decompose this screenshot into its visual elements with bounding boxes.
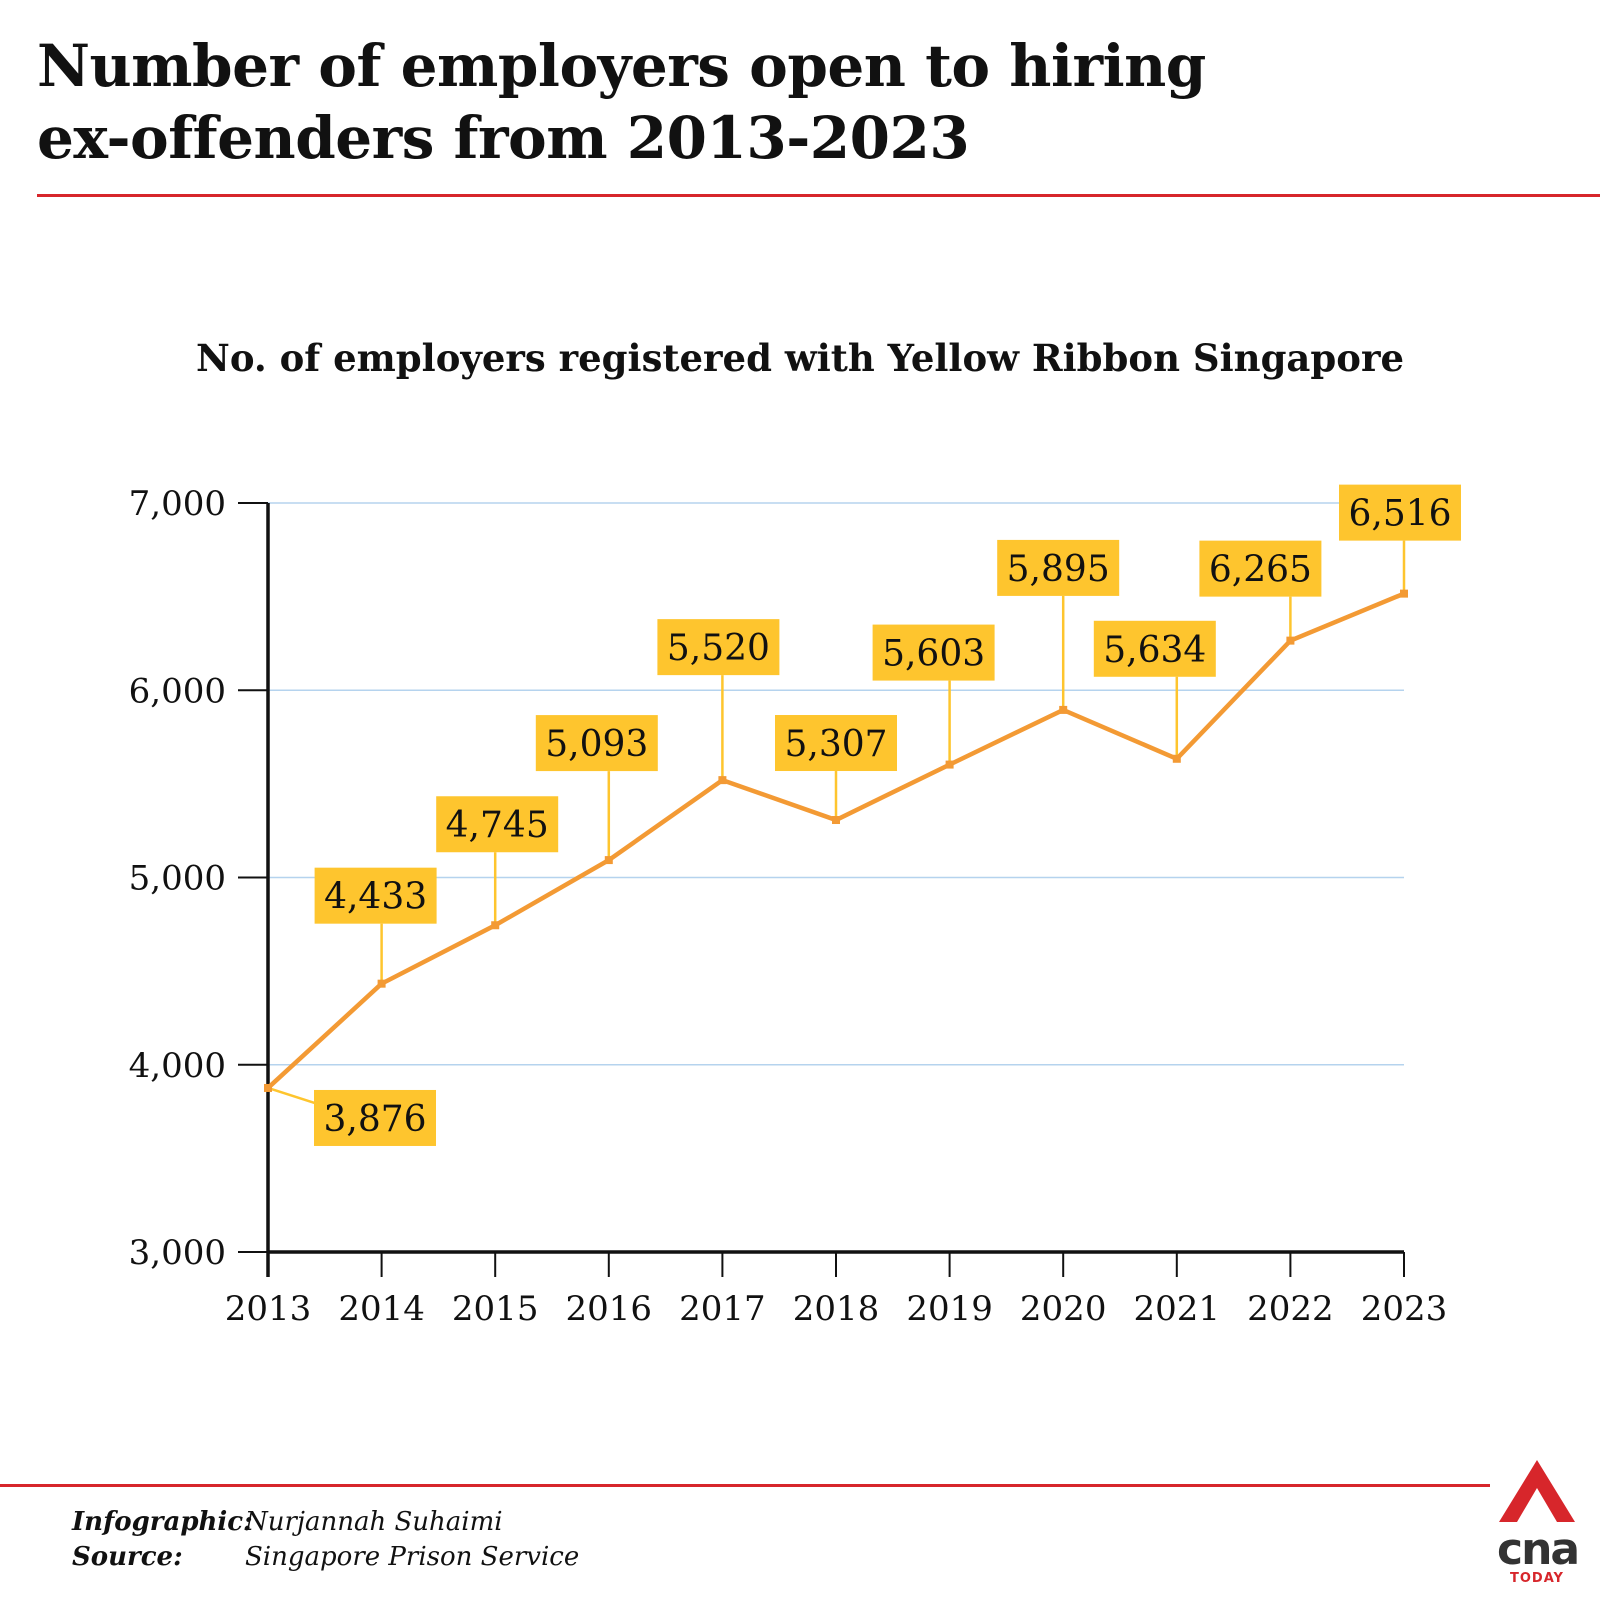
data-point <box>1286 636 1295 645</box>
data-label: 6,516 <box>1348 494 1451 535</box>
data-label: 6,265 <box>1209 550 1312 591</box>
infographic-credit: Infographic: Nurjannah Suhaimi <box>72 1505 579 1540</box>
page-title: Number of employers open to hiring ex-of… <box>37 30 1537 174</box>
y-tick-label: 6,000 <box>129 671 226 711</box>
cna-a-logo-icon <box>1499 1460 1575 1522</box>
y-tick-label: 5,000 <box>129 859 226 899</box>
data-point <box>1059 705 1068 714</box>
data-point <box>604 856 613 865</box>
chart-title: No. of employers registered with Yellow … <box>196 336 1404 380</box>
data-label-box <box>535 715 658 772</box>
data-label: 5,093 <box>545 724 648 765</box>
data-label-box <box>314 867 437 924</box>
x-tick-label: 2015 <box>452 1289 539 1329</box>
data-point <box>377 979 386 988</box>
data-point <box>1172 754 1181 763</box>
source-credit: Source: Singapore Prison Service <box>72 1540 579 1575</box>
logo-subtitle: TODAY <box>1510 1571 1564 1586</box>
source-value: Singapore Prison Service <box>245 1542 580 1572</box>
data-label-box <box>436 796 559 853</box>
data-label: 5,520 <box>667 628 770 669</box>
data-label-box <box>1339 484 1461 541</box>
x-tick-label: 2017 <box>679 1289 766 1329</box>
data-label-box <box>1199 540 1322 597</box>
credits: Infographic: Nurjannah Suhaimi Source: S… <box>72 1505 579 1575</box>
data-label-box <box>997 539 1120 596</box>
source-label: Source: <box>72 1542 183 1572</box>
data-point <box>264 1083 272 1092</box>
x-tick-label: 2014 <box>338 1289 425 1329</box>
data-point <box>718 776 727 785</box>
data-label-box <box>1093 620 1216 677</box>
data-label: 4,433 <box>324 877 427 918</box>
x-tick-label: 2019 <box>906 1289 993 1329</box>
infographic-value: Nurjannah Suhaimi <box>245 1507 503 1537</box>
x-tick-label: 2023 <box>1361 1289 1448 1329</box>
top-divider <box>37 194 1600 197</box>
data-label-box <box>872 624 995 681</box>
data-label: 4,745 <box>446 805 549 846</box>
data-point <box>832 816 840 825</box>
logo-wordmark: cna <box>1497 1524 1580 1575</box>
data-label: 5,895 <box>1007 549 1110 590</box>
data-label-box <box>314 1089 436 1146</box>
data-label: 5,307 <box>784 724 887 765</box>
y-tick-label: 7,000 <box>129 484 226 524</box>
data-point <box>945 760 954 769</box>
infographic-label: Infographic: <box>72 1507 253 1537</box>
x-tick-label: 2013 <box>225 1289 312 1329</box>
data-label-box <box>657 619 780 676</box>
y-tick-label: 3,000 <box>129 1233 226 1273</box>
x-tick-label: 2020 <box>1020 1289 1107 1329</box>
x-tick-label: 2021 <box>1134 1289 1221 1329</box>
x-tick-label: 2022 <box>1247 1289 1334 1329</box>
data-point <box>491 921 500 930</box>
title-line-2: ex-offenders from 2013-2023 <box>37 104 970 172</box>
data-point <box>1400 589 1408 598</box>
y-tick-label: 4,000 <box>129 1046 226 1086</box>
data-label: 3,876 <box>323 1099 426 1140</box>
bottom-divider <box>0 1484 1490 1487</box>
title-line-1: Number of employers open to hiring <box>37 32 1206 100</box>
x-tick-label: 2016 <box>566 1289 653 1329</box>
data-label: 5,634 <box>1103 630 1206 671</box>
x-tick-label: 2018 <box>793 1289 880 1329</box>
data-label-box <box>775 715 897 772</box>
data-label: 5,603 <box>882 634 985 675</box>
